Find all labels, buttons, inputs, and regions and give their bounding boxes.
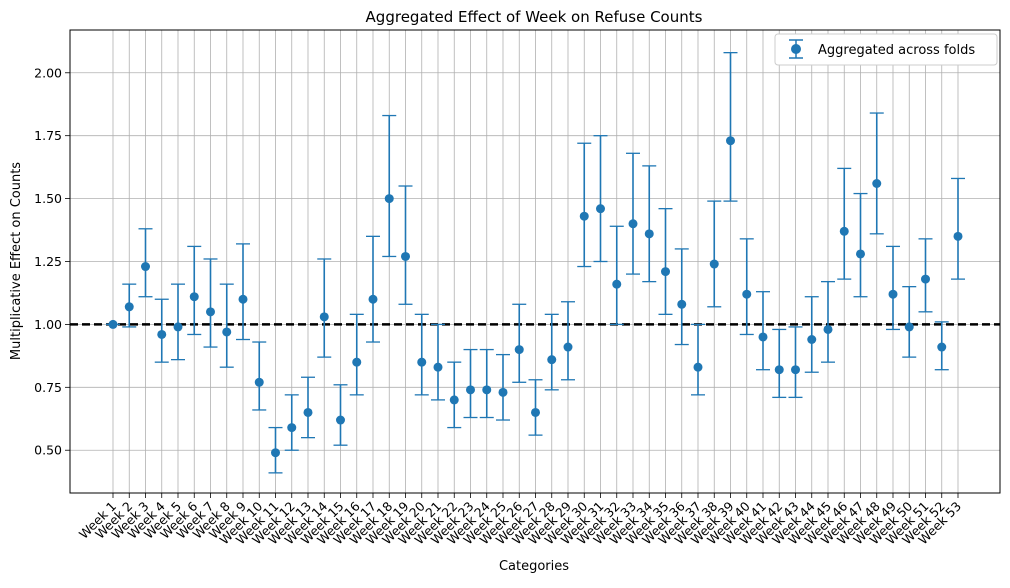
y-tick-label: 1.75: [34, 128, 62, 143]
legend: Aggregated across folds: [774, 33, 998, 66]
data-point: [173, 322, 183, 332]
data-point: [693, 362, 703, 372]
chart-title: Aggregated Effect of Week on Refuse Coun…: [366, 8, 703, 26]
y-tick-label: 1.00: [34, 317, 62, 332]
legend-marker: [791, 44, 801, 54]
legend-label: Aggregated across folds: [818, 43, 975, 58]
data-point: [514, 345, 524, 355]
y-tick-label: 1.50: [34, 191, 62, 206]
data-point: [271, 448, 280, 458]
data-point: [888, 289, 898, 299]
data-point: [368, 294, 378, 304]
data-point: [482, 385, 492, 395]
data-point: [238, 294, 248, 304]
data-point: [352, 357, 362, 367]
data-point: [384, 194, 394, 204]
data-point: [644, 229, 654, 239]
data-point: [579, 211, 589, 221]
x-axis-label: Categories: [499, 559, 569, 574]
data-point: [596, 204, 605, 214]
data-point: [157, 329, 167, 339]
data-point: [839, 226, 849, 236]
data-point: [141, 262, 150, 272]
data-point: [921, 274, 930, 284]
y-axis-label: Multiplicative Effect on Counts: [9, 162, 24, 360]
data-point: [466, 385, 475, 395]
data-point: [124, 302, 134, 312]
data-point: [498, 387, 508, 397]
data-point: [303, 407, 313, 417]
data-point: [661, 267, 670, 277]
data-point: [189, 292, 199, 302]
data-point: [319, 312, 329, 322]
data-point: [823, 324, 833, 334]
data-point: [677, 299, 687, 309]
data-point: [872, 178, 882, 188]
data-point: [628, 219, 638, 229]
data-point: [401, 251, 410, 261]
data-point: [807, 335, 817, 345]
data-point: [774, 365, 784, 375]
data-point: [563, 342, 573, 352]
y-tick-label: 2.00: [34, 65, 62, 80]
data-series: [106, 51, 965, 474]
y-tick-label: 0.50: [34, 443, 62, 458]
data-point: [937, 342, 947, 352]
data-point: [709, 259, 719, 269]
data-point: [953, 231, 963, 241]
y-tick-label: 1.25: [34, 254, 62, 269]
data-point: [547, 355, 557, 365]
data-point: [904, 322, 914, 332]
data-point: [287, 423, 297, 433]
data-point: [449, 395, 459, 405]
plot-frame: [69, 29, 1001, 494]
data-point: [791, 365, 800, 375]
data-point: [222, 327, 232, 337]
data-point: [206, 307, 215, 317]
data-point: [433, 362, 443, 372]
y-tick-label: 0.75: [34, 380, 62, 395]
data-point: [108, 319, 118, 329]
data-point: [336, 415, 345, 425]
data-point: [254, 377, 264, 387]
data-point: [856, 249, 865, 259]
data-point: [742, 289, 752, 299]
data-point: [531, 407, 540, 417]
data-point: [758, 332, 768, 342]
legend-box: [774, 33, 998, 66]
data-point: [612, 279, 622, 289]
data-point: [726, 136, 735, 146]
data-point: [417, 357, 427, 367]
